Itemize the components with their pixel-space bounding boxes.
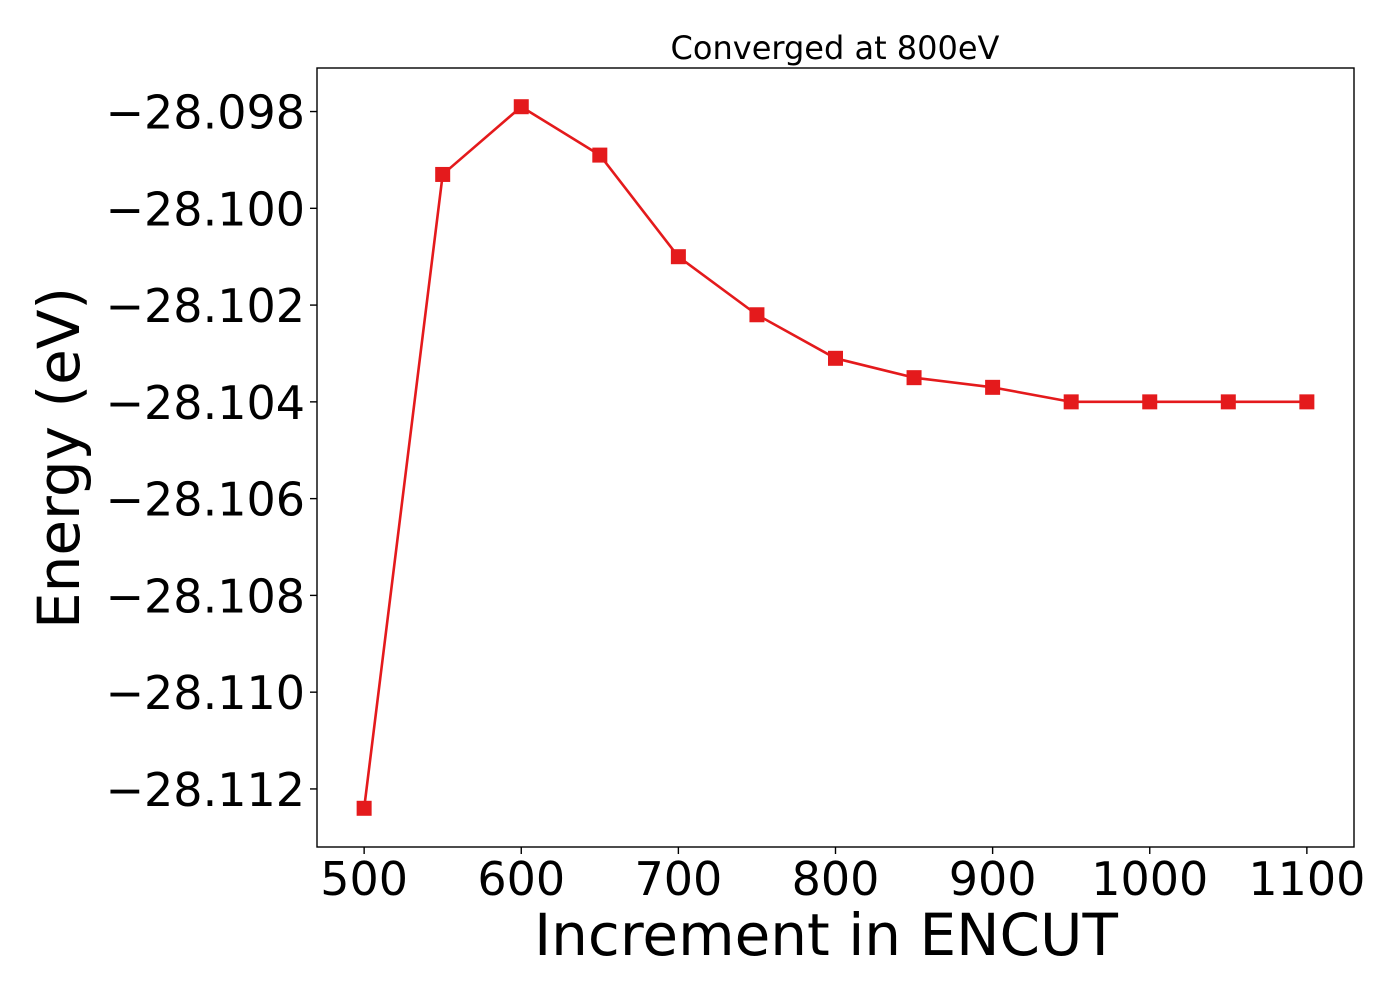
x-axis: 500 600 700 800 900 1000 1100 <box>320 847 1365 906</box>
data-point-marker <box>1299 394 1315 410</box>
data-point-marker <box>828 350 843 366</box>
series-layer <box>356 99 1315 816</box>
x-tick-label: 600 <box>477 852 565 906</box>
data-point-marker <box>1063 394 1079 410</box>
data-point-marker <box>749 307 765 323</box>
x-tick-label: 1100 <box>1248 852 1365 906</box>
y-tick-label: −28.102 <box>106 279 306 333</box>
data-point-marker <box>435 166 451 182</box>
plot-area <box>316 67 1355 848</box>
x-tick-label: 800 <box>792 852 880 906</box>
x-tick-label: 700 <box>634 852 722 906</box>
x-tick-label: 900 <box>949 852 1037 906</box>
y-tick-label: −28.106 <box>106 473 306 527</box>
y-tick-label: −28.108 <box>106 569 306 623</box>
x-axis-title: Increment in ENCUT <box>534 901 1118 969</box>
data-point-marker <box>906 370 922 386</box>
data-point-marker <box>513 99 529 115</box>
y-tick-label: −28.104 <box>106 376 306 430</box>
data-point-marker <box>592 147 608 163</box>
x-tick-label: 500 <box>320 852 408 906</box>
y-tick-label: −28.098 <box>106 86 306 140</box>
x-tick-label: 1000 <box>1091 852 1208 906</box>
data-point-marker <box>985 379 1001 395</box>
data-point-marker <box>1142 394 1158 410</box>
chart-title: Converged at 800eV <box>671 29 1000 67</box>
y-axis-title: Energy (eV) <box>25 287 93 629</box>
y-axis: −28.112 −28.110 −28.108 −28.106 −28.104 −28.1… <box>106 86 317 817</box>
y-tick-label: −28.100 <box>106 182 306 236</box>
data-point-marker <box>1220 394 1236 410</box>
y-tick-label: −28.110 <box>106 666 306 720</box>
data-point-marker <box>670 249 686 265</box>
data-point-marker <box>356 800 372 816</box>
series-line <box>362 105 1307 809</box>
y-tick-label: −28.112 <box>106 763 306 817</box>
